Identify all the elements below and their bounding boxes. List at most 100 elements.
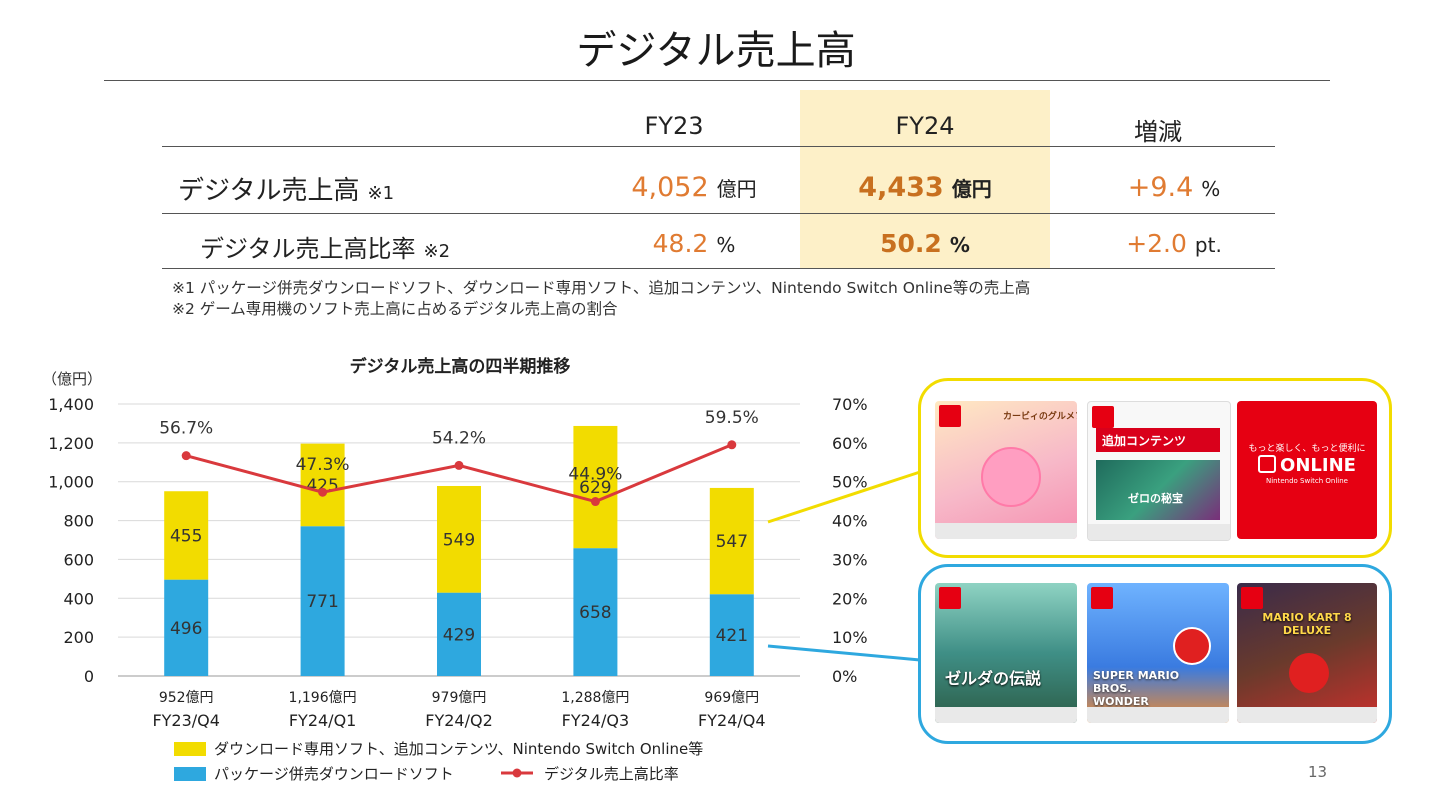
ratio-data-label: 44.9% [568, 465, 622, 485]
y2-tick-label: 40% [832, 512, 868, 531]
y-tick-label: 1,400 [48, 395, 94, 414]
switch-logo-icon [939, 587, 961, 609]
kart-icon [1289, 653, 1329, 693]
bar-package-download [300, 526, 345, 676]
change-digital-ratio: +2.0 pt. [1126, 229, 1222, 258]
bar-value-label-download: 629 [579, 478, 611, 498]
online-tagline: もっと楽しく、もっと便利に [1248, 444, 1366, 454]
bar-value-label-package: 771 [306, 592, 338, 612]
ratio-data-label: 56.7% [159, 419, 213, 439]
mario-icon [1173, 627, 1211, 665]
legend-label-ratio: デジタル売上高比率 [544, 765, 679, 783]
header-fy24: FY24 [895, 112, 955, 140]
bar-value-label-package: 658 [579, 603, 611, 623]
row-label-digital-sales: デジタル売上高 ※1 [178, 176, 395, 206]
bar-total-label: 979億円 [432, 690, 487, 706]
bar-download-only [709, 487, 754, 595]
ratio-point [590, 497, 600, 507]
legend-label-package-download: パッケージ併売ダウンロードソフト [214, 765, 454, 783]
y2-tick-label: 30% [832, 550, 868, 569]
bar-download-only [164, 491, 209, 580]
fy23-digital-ratio: 48.2% [652, 229, 736, 258]
switch-logo-icon [1241, 587, 1263, 609]
dlc-card-subtitle: ゼロの秘宝 [1128, 492, 1183, 505]
switch-logo-icon [1092, 406, 1114, 428]
y-tick-label: 0 [84, 667, 94, 686]
header-change: 増減 [1134, 118, 1182, 146]
fy24-highlight-column [800, 90, 1050, 268]
x-tick-label: FY23/Q4 [152, 711, 220, 730]
bar-download-only [300, 443, 345, 527]
bar-package-download [573, 548, 618, 676]
footnote-1: ※1 パッケージ併売ダウンロードソフト、ダウンロード専用ソフト、追加コンテンツ、… [172, 279, 1031, 297]
y-tick-label: 800 [63, 512, 94, 531]
page-title: デジタル売上高 [576, 28, 856, 74]
online-card-title: ONLINE [1237, 455, 1377, 476]
bar-package-download [164, 579, 209, 676]
x-tick-label: FY24/Q4 [698, 711, 766, 730]
row-label-digital-ratio: デジタル売上高比率 ※2 [200, 235, 451, 263]
y-tick-label: 400 [63, 589, 94, 608]
bar-value-label-package: 496 [170, 619, 202, 639]
download-only-panel: カービィのグルメフェス 追加コンテンツ ゼロの秘宝 もっと楽しく、もっと便利に … [918, 378, 1392, 558]
y2-tick-label: 20% [832, 589, 868, 608]
table-rule [162, 213, 1275, 214]
pokemon-art [1096, 460, 1220, 520]
table-rule [162, 146, 1275, 147]
y-tick-label: 200 [63, 628, 94, 647]
nintendo-switch-online-card: もっと楽しく、もっと便利に ONLINE Nintendo Switch Onl… [1237, 401, 1377, 539]
bar-package-download [437, 592, 481, 676]
legend-swatch-ratio [501, 768, 533, 778]
change-digital-sales: +9.4% [1127, 172, 1221, 203]
y2-tick-label: 70% [832, 395, 868, 414]
x-tick-label: FY24/Q3 [562, 711, 630, 730]
legend-swatch-package-download [174, 767, 206, 781]
switch-logo-icon [1258, 455, 1277, 473]
legend-label-download-only: ダウンロード専用ソフト、追加コンテンツ、Nintendo Switch Onli… [214, 740, 704, 758]
kirby-card-title: カービィのグルメフェス [1003, 412, 1077, 422]
switch-logo-icon [1091, 587, 1113, 609]
kirby-game-card: カービィのグルメフェス [935, 401, 1077, 539]
package-download-panel: ゼルダの伝説 SUPER MARIO BROS. WONDER MARIO KA… [918, 564, 1392, 744]
kirby-icon [981, 447, 1041, 507]
y2-tick-label: 60% [832, 434, 868, 453]
header-fy23: FY23 [644, 112, 704, 140]
y2-tick-label: 10% [832, 628, 868, 647]
y-tick-label: 1,000 [48, 473, 94, 492]
footnote-2: ※2 ゲーム専用機のソフト売上高に占めるデジタル売上高の割合 [172, 300, 618, 318]
bar-value-label-download: 455 [170, 526, 202, 546]
fy24-digital-sales: 4,433 億円 [858, 172, 992, 203]
bar-total-label: 952億円 [159, 690, 214, 706]
online-subtitle: Nintendo Switch Online [1265, 477, 1348, 485]
ratio-point [181, 451, 191, 461]
ratio-point [318, 487, 328, 497]
bar-value-label-package: 429 [443, 625, 475, 645]
dlc-card: 追加コンテンツ ゼロの秘宝 [1087, 401, 1231, 541]
title-divider [104, 80, 1330, 81]
mario-kart-card: MARIO KART 8 DELUXE [1237, 583, 1377, 723]
y-axis-unit: （億円） [42, 370, 103, 388]
bar-download-only [437, 485, 481, 593]
bar-download-only [573, 425, 618, 549]
fy23-digital-sales: 4,052 億円 [631, 172, 757, 203]
dlc-card-title: 追加コンテンツ [1102, 434, 1187, 448]
bar-total-label: 969億円 [704, 690, 759, 706]
mario-kart-card-title: MARIO KART 8 DELUXE [1262, 611, 1352, 637]
table-rule [162, 268, 1275, 269]
y-tick-label: 600 [63, 550, 94, 569]
bar-package-download [709, 594, 754, 676]
ratio-data-label: 47.3% [296, 455, 350, 475]
fy24-digital-ratio: 50.2% [880, 229, 970, 258]
bar-total-label: 1,196億円 [289, 690, 357, 706]
ratio-data-label: 59.5% [705, 408, 759, 428]
ratio-point [454, 460, 464, 470]
bar-value-label-download: 547 [716, 532, 748, 552]
bar-value-label-package: 421 [716, 626, 748, 646]
chart-title: デジタル売上高の四半期推移 [349, 357, 571, 377]
x-tick-label: FY24/Q2 [425, 711, 493, 730]
ratio-data-label: 54.2% [432, 428, 486, 448]
zelda-game-card: ゼルダの伝説 [935, 583, 1077, 723]
y-tick-label: 1,200 [48, 434, 94, 453]
y2-tick-label: 50% [832, 473, 868, 492]
mario-wonder-card: SUPER MARIO BROS. WONDER [1087, 583, 1229, 723]
